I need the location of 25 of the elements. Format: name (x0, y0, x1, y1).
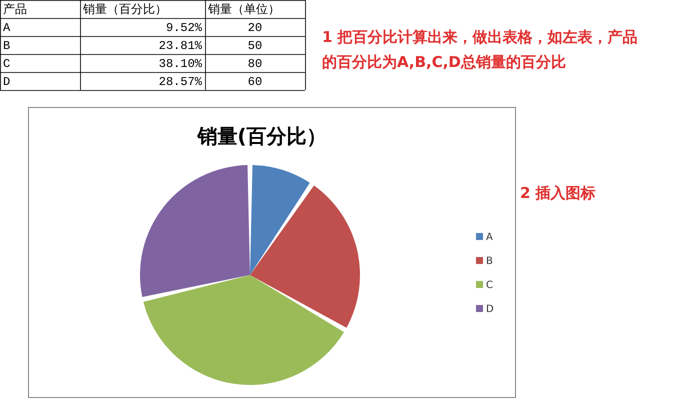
legend-label: D (486, 304, 494, 315)
text: 23.81% (158, 39, 203, 53)
legend-label: A (486, 232, 493, 243)
legend-label: B (486, 256, 493, 267)
pie-slice (143, 275, 344, 385)
text: 销量（百分比） (82, 2, 167, 16)
text: 50 (248, 39, 262, 53)
text: 60 (248, 75, 262, 89)
category-label: D (3, 75, 10, 89)
text: 销量（单位） (207, 2, 280, 16)
chart-title: 销量(百分比） (196, 124, 327, 148)
pie-slice (250, 165, 310, 275)
category-label: B (3, 39, 10, 53)
text: 38.10% (158, 57, 203, 71)
pie-slice (250, 186, 360, 328)
category-label: C (3, 57, 10, 71)
text: 产品 (3, 2, 27, 16)
text: 9.52% (166, 21, 203, 35)
text: 20 (248, 21, 262, 35)
text: 1 把百分比计算出来，做出表格，如左表，产品的百分比为A,B,C,D总销量的百分比 (322, 28, 638, 71)
text: 80 (248, 57, 262, 71)
text: 2 插入图标 (520, 184, 596, 202)
text: 28.57% (158, 75, 203, 89)
category-label: A (3, 21, 10, 35)
legend-label: C (486, 280, 493, 291)
